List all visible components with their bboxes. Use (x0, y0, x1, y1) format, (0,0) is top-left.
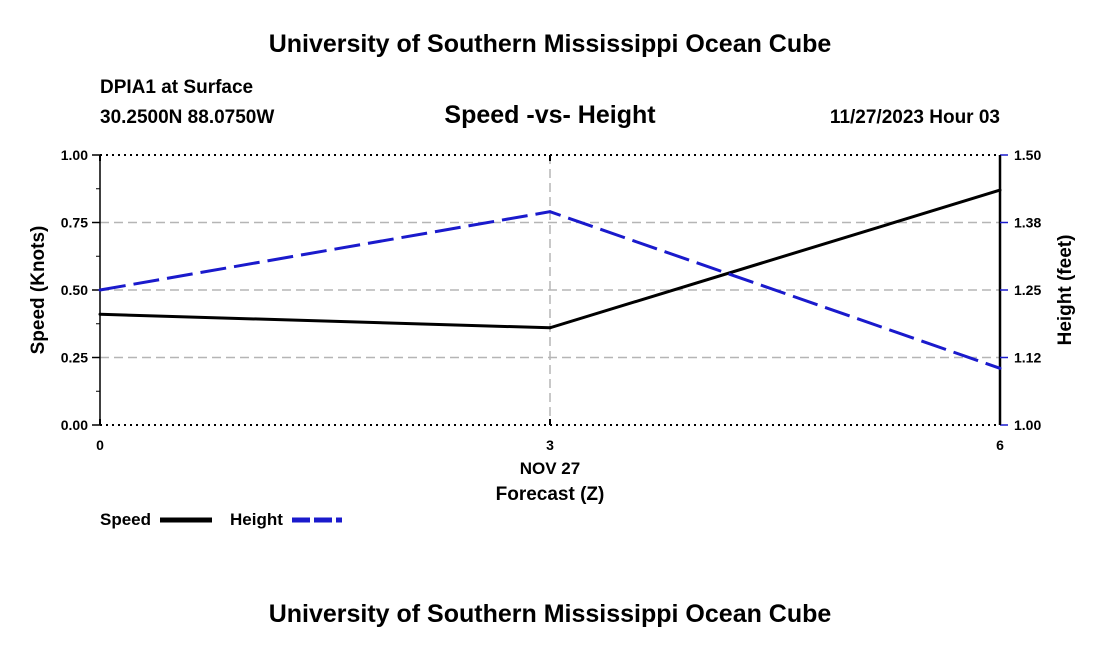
legend-label-height: Height (230, 510, 283, 529)
x-axis-label: Forecast (Z) (496, 484, 605, 505)
station-label: DPIA1 at Surface (100, 77, 254, 98)
datetime-label: 11/27/2023 Hour 03 (829, 107, 1000, 128)
y2-tick-label: 1.25 (1014, 282, 1041, 298)
data-point-height (548, 210, 552, 214)
legend: Speed Height (100, 510, 342, 529)
y2-tick-label: 1.38 (1014, 215, 1041, 231)
y2-tick-label: 1.00 (1014, 417, 1041, 433)
y-tick-label: 0.50 (61, 282, 88, 298)
axes: 0.00 1.00 0.25 1.12 0.50 1.25 0.75 1.38 1.00 1.50… (61, 147, 1042, 453)
data-point-speed (998, 188, 1002, 192)
x-tick-label: 3 (546, 437, 554, 453)
y2-tick-label: 1.50 (1014, 147, 1041, 163)
series-lines (98, 188, 1002, 370)
y-tick-label: 0.00 (61, 417, 88, 433)
y2-tick-label: 1.12 (1014, 350, 1041, 366)
legend-label-speed: Speed (100, 510, 151, 529)
x-tick-label: 6 (996, 437, 1004, 453)
y-tick-label: 0.25 (61, 350, 88, 366)
chart-title: Speed -vs- Height (444, 101, 656, 129)
data-point-speed (548, 326, 552, 330)
axis-labels: NOV 27 Forecast (Z) Speed (Knots) Height… (28, 226, 1076, 505)
x-date-label: NOV 27 (520, 459, 580, 478)
y2-axis-label: Height (feet) (1055, 235, 1076, 346)
y-tick-label: 1.00 (61, 147, 88, 163)
data-point-speed (98, 312, 102, 316)
y-tick-label: 0.75 (61, 215, 88, 231)
data-point-height (98, 288, 102, 292)
coordinates-label: 30.2500N 88.0750W (100, 107, 275, 128)
page-title: University of Southern Mississippi Ocean… (268, 30, 832, 58)
data-point-height (998, 366, 1002, 370)
y-axis-label: Speed (Knots) (28, 226, 49, 355)
grid (100, 154, 1000, 426)
x-tick-label: 0 (96, 437, 104, 453)
footer-title: University of Southern Mississippi Ocean… (268, 600, 832, 628)
